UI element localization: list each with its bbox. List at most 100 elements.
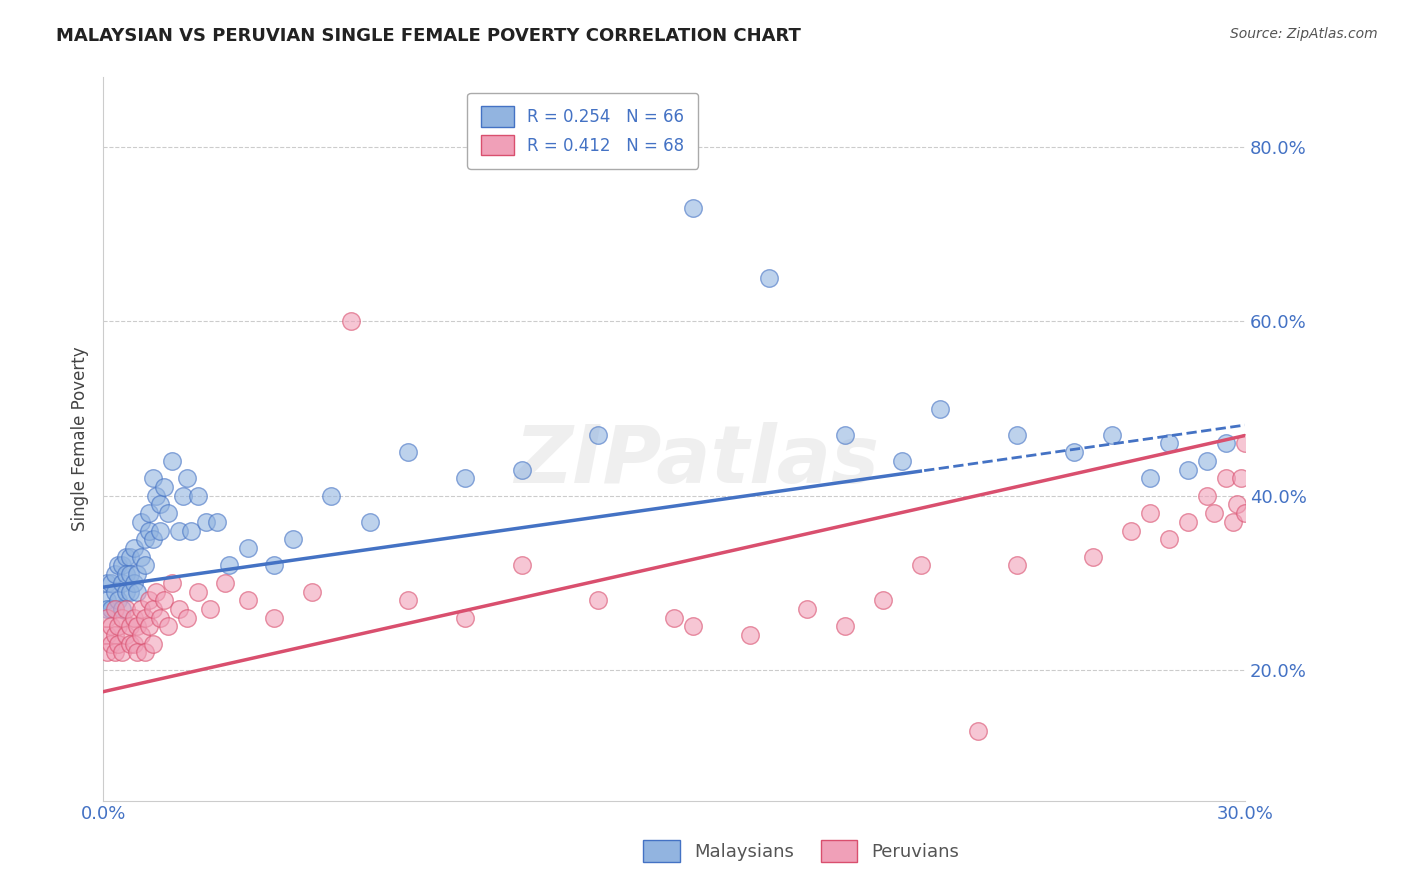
Point [301,584,323,599]
Point [96,593,118,607]
Point [929,401,952,416]
Point [122,575,145,590]
Point [96,645,118,659]
Point [156,506,179,520]
Point [1177,462,1199,476]
Point [122,610,145,624]
Point [236,593,259,607]
Point [1081,549,1104,564]
Point [129,628,152,642]
Point [396,445,419,459]
Point [100,637,122,651]
Point [1063,445,1085,459]
Point [1139,471,1161,485]
Point [96,602,118,616]
Point [396,593,419,607]
Point [1233,436,1256,450]
Point [149,524,172,538]
Point [127,645,149,659]
Point [160,454,183,468]
Point [107,619,129,633]
Point [142,602,165,616]
Point [115,628,138,642]
Point [1139,506,1161,520]
Point [118,549,141,564]
Point [127,584,149,599]
Point [100,575,122,590]
Y-axis label: Single Female Poverty: Single Female Poverty [72,347,89,532]
Point [834,427,856,442]
Point [142,533,165,547]
Point [454,471,477,485]
Point [142,471,165,485]
Point [1226,497,1249,511]
Point [115,602,138,616]
Point [118,567,141,582]
Point [103,628,125,642]
Point [122,541,145,555]
Point [682,619,704,633]
Point [172,489,194,503]
Point [207,515,229,529]
Point [1177,515,1199,529]
Point [1101,427,1123,442]
Point [187,489,209,503]
Point [156,619,179,633]
Point [1157,533,1180,547]
Point [100,602,122,616]
Point [1230,471,1253,485]
Point [1215,471,1237,485]
Point [167,602,190,616]
Point [283,533,305,547]
Point [122,637,145,651]
Point [103,645,125,659]
Point [1195,489,1218,503]
Point [127,567,149,582]
Point [111,575,134,590]
Point [145,584,167,599]
Point [129,602,152,616]
Point [115,549,138,564]
Point [194,515,217,529]
Point [1233,506,1256,520]
Point [682,201,704,215]
Point [662,610,685,624]
Point [1005,427,1028,442]
Point [138,619,160,633]
Point [103,584,125,599]
Legend: Malaysians, Peruvians: Malaysians, Peruvians [637,833,966,870]
Point [103,567,125,582]
Point [118,637,141,651]
Point [129,549,152,564]
Point [118,619,141,633]
Text: Source: ZipAtlas.com: Source: ZipAtlas.com [1230,27,1378,41]
Point [214,575,236,590]
Point [176,471,198,485]
Point [796,602,818,616]
Point [263,558,285,573]
Text: MALAYSIAN VS PERUVIAN SINGLE FEMALE POVERTY CORRELATION CHART: MALAYSIAN VS PERUVIAN SINGLE FEMALE POVE… [56,27,801,45]
Point [96,575,118,590]
Point [586,593,609,607]
Point [111,558,134,573]
Point [454,610,477,624]
Point [198,602,221,616]
Point [1005,558,1028,573]
Point [107,637,129,651]
Point [134,610,156,624]
Point [138,506,160,520]
Point [236,541,259,555]
Point [1119,524,1142,538]
Point [107,558,129,573]
Point [167,524,190,538]
Point [510,462,533,476]
Point [153,593,176,607]
Point [149,610,172,624]
Point [138,524,160,538]
Point [1195,454,1218,468]
Point [111,645,134,659]
Point [218,558,240,573]
Point [96,610,118,624]
Point [910,558,932,573]
Text: ZIPatlas: ZIPatlas [515,422,879,500]
